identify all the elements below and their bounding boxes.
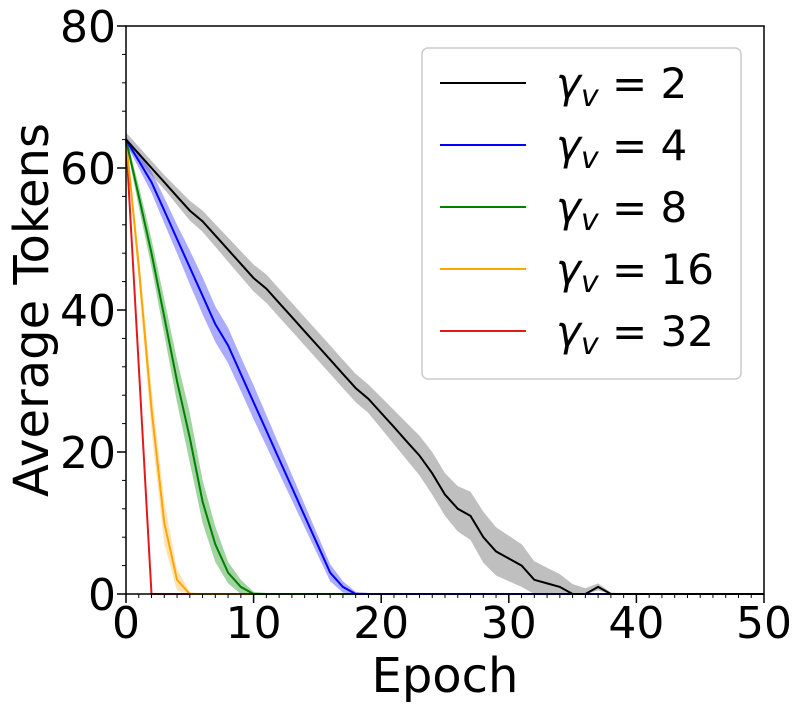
confidence-bands [126,132,764,594]
legend-item-4: γv = 16 [440,245,714,300]
y-tick-label-40: 40 [60,286,116,337]
x-tick-label-0: 0 [112,598,140,649]
x-tick-label-50: 50 [736,598,792,649]
legend-item-2: γv = 4 [440,121,687,176]
line-series-2 [125,139,764,595]
legend-label: γv = 4 [556,121,687,176]
line-series-1 [125,138,764,595]
y-tick-label-80: 80 [60,2,116,53]
x-axis-label: Epoch [372,648,519,704]
legend-label: γv = 32 [556,307,714,362]
axis-ticks: 0 10 20 30 40 50 0 20 40 60 80 [60,2,792,649]
legend-label: γv = 8 [556,183,687,238]
legend-label: γv = 2 [556,59,687,114]
x-tick-label-40: 40 [608,598,664,649]
legend-box [421,47,742,380]
legend-item-1: γv = 2 [440,59,687,114]
x-tick-label-20: 20 [353,598,409,649]
band-series-1 [126,132,764,594]
y-axis-label: Average Tokens [4,123,60,497]
legend-item-5: γv = 32 [440,307,714,362]
y-tick-label-20: 20 [60,428,116,479]
legend-item-3: γv = 8 [440,183,687,238]
band-series-2 [126,136,764,594]
legend-label: γv = 16 [556,245,714,300]
x-tick-label-30: 30 [481,598,537,649]
y-tick-label-60: 60 [60,144,116,195]
y-tick-label-0: 0 [88,570,116,621]
legend: γv = 2 γv = 4 γv = 8 γv = 16 γv = 32 [421,47,742,380]
x-tick-label-10: 10 [226,598,282,649]
